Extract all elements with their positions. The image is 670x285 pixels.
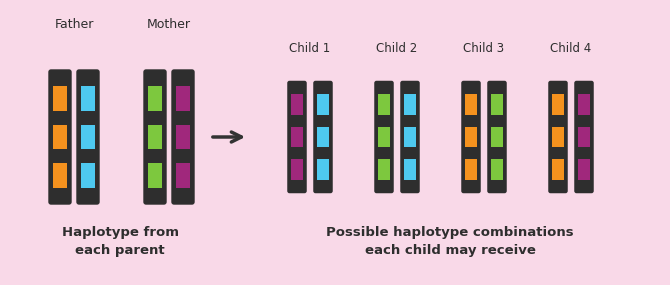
Bar — [53, 125, 67, 149]
Bar — [379, 127, 390, 147]
Text: Child 3: Child 3 — [464, 42, 505, 55]
Bar — [148, 125, 161, 149]
Bar — [81, 125, 94, 149]
Bar — [148, 163, 161, 188]
Bar — [291, 127, 303, 147]
Bar — [578, 159, 590, 180]
Bar — [466, 95, 476, 115]
Bar — [291, 95, 303, 115]
Text: Mother: Mother — [147, 18, 191, 31]
Bar — [291, 159, 303, 180]
Bar — [176, 125, 190, 149]
Bar — [405, 95, 415, 115]
Bar — [53, 86, 67, 111]
Bar — [53, 163, 67, 188]
Text: Father: Father — [54, 18, 94, 31]
Bar — [578, 95, 590, 115]
Bar — [81, 86, 94, 111]
Bar — [379, 95, 390, 115]
Text: Haplotype from
each parent: Haplotype from each parent — [62, 226, 178, 257]
Bar — [176, 163, 190, 188]
FancyBboxPatch shape — [76, 69, 100, 205]
Bar — [405, 159, 415, 180]
Bar — [466, 127, 476, 147]
FancyBboxPatch shape — [400, 81, 419, 193]
Bar — [318, 95, 328, 115]
FancyBboxPatch shape — [143, 69, 167, 205]
Bar — [466, 159, 476, 180]
FancyBboxPatch shape — [574, 81, 594, 193]
Bar — [379, 159, 390, 180]
Bar — [491, 95, 502, 115]
FancyBboxPatch shape — [548, 81, 567, 193]
FancyBboxPatch shape — [375, 81, 394, 193]
Bar — [405, 127, 415, 147]
Bar — [552, 95, 563, 115]
Bar — [148, 86, 161, 111]
Text: Child 4: Child 4 — [550, 42, 592, 55]
Text: Child 2: Child 2 — [377, 42, 417, 55]
Bar — [81, 163, 94, 188]
FancyBboxPatch shape — [461, 81, 481, 193]
FancyBboxPatch shape — [487, 81, 507, 193]
Bar — [552, 127, 563, 147]
FancyBboxPatch shape — [314, 81, 333, 193]
Bar — [176, 86, 190, 111]
Text: Child 1: Child 1 — [289, 42, 330, 55]
FancyBboxPatch shape — [48, 69, 72, 205]
Text: Possible haplotype combinations
each child may receive: Possible haplotype combinations each chi… — [326, 226, 574, 257]
Bar — [491, 127, 502, 147]
FancyBboxPatch shape — [172, 69, 195, 205]
Bar — [578, 127, 590, 147]
Bar — [318, 159, 328, 180]
Bar — [318, 127, 328, 147]
Bar — [491, 159, 502, 180]
Bar — [552, 159, 563, 180]
FancyBboxPatch shape — [287, 81, 307, 193]
